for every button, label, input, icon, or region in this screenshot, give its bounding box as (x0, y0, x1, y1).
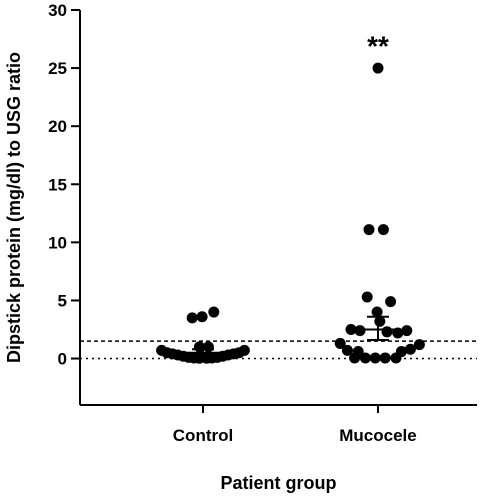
data-point (359, 352, 371, 364)
data-point (381, 326, 393, 338)
data-points (156, 62, 425, 364)
data-point (341, 344, 353, 356)
data-point (390, 352, 402, 364)
y-axis-title: Dipstick protein (mg/dl) to USG ratio (4, 52, 24, 363)
data-point (379, 352, 391, 364)
y-tick-label: 30 (48, 1, 67, 20)
data-point (404, 343, 416, 355)
data-point (377, 224, 389, 236)
x-tick-label: Control (173, 426, 233, 445)
reference-lines (80, 340, 477, 360)
x-ticks: Control Mucocele (173, 405, 417, 445)
data-point (349, 352, 361, 364)
error-bars (181, 315, 400, 358)
data-point (196, 311, 208, 323)
x-axis-title: Patient group (221, 473, 337, 493)
data-point (334, 337, 346, 349)
y-ticks: 0 5 10 15 20 25 30 (48, 1, 80, 369)
y-tick-label: 0 (58, 350, 67, 369)
data-point (363, 224, 375, 236)
axes (79, 10, 477, 406)
data-point (202, 341, 214, 353)
data-point (238, 344, 250, 356)
y-tick-label: 25 (48, 59, 67, 78)
x-tick-label: Mucocele (339, 426, 416, 445)
data-point (401, 325, 413, 337)
data-point (371, 306, 383, 318)
y-tick-label: 10 (48, 233, 67, 252)
data-point (354, 325, 366, 337)
annotations: ** (367, 30, 389, 61)
data-point (208, 306, 220, 318)
y-tick-label: 15 (48, 175, 67, 194)
y-tick-label: 20 (48, 117, 67, 136)
data-point (385, 296, 397, 308)
data-point (369, 352, 381, 364)
significance-annotation: ** (367, 30, 389, 61)
data-point (413, 339, 425, 351)
data-point (361, 291, 373, 303)
y-tick-label: 5 (58, 291, 67, 310)
data-point (186, 312, 198, 324)
data-point (372, 62, 384, 74)
data-point (345, 323, 357, 335)
